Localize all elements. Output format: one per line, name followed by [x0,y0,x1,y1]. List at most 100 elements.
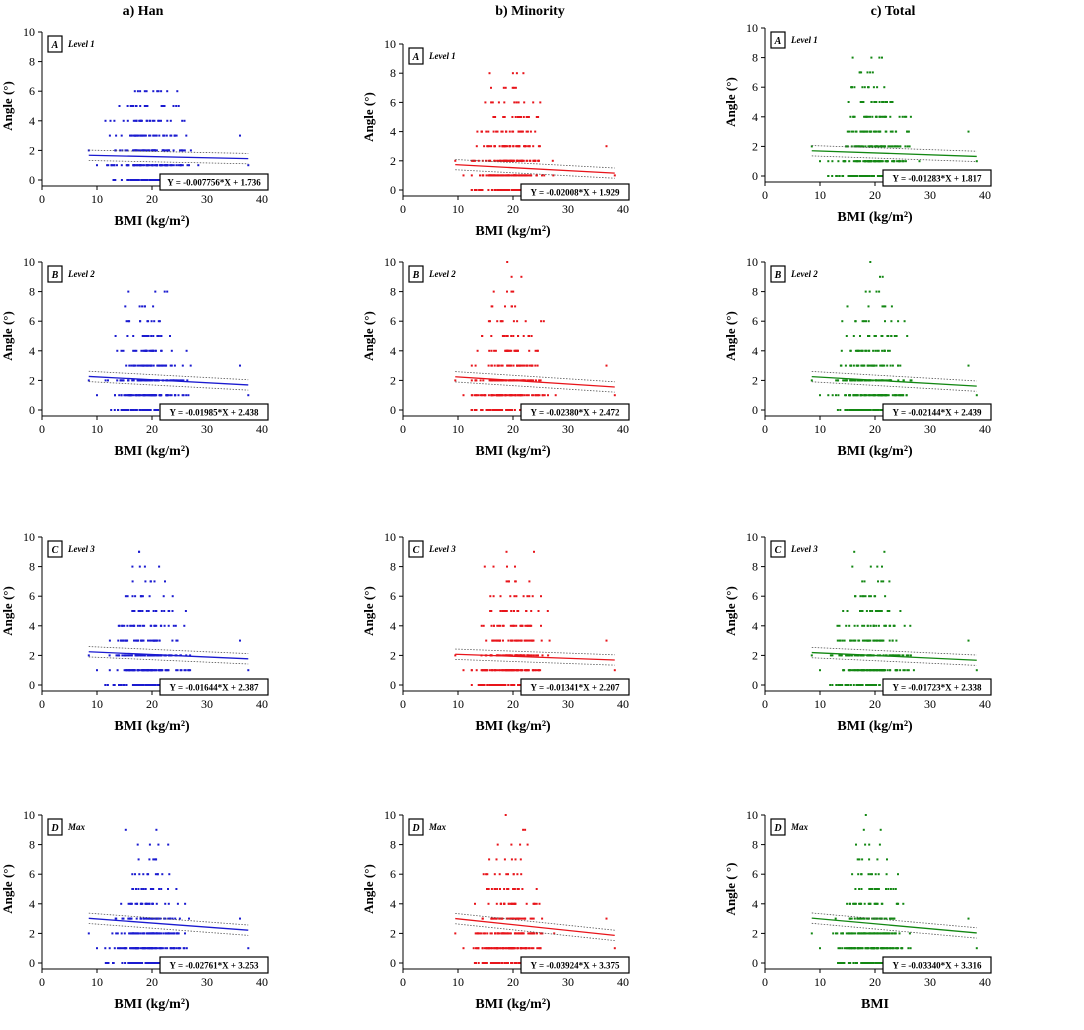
data-point [174,624,177,627]
data-point [878,145,881,148]
data-point [149,580,152,583]
data-point [532,654,535,657]
data-point [906,130,909,133]
data-point [879,409,882,411]
data-point [180,669,183,672]
y-tick-label: 4 [752,897,758,911]
data-point [488,145,491,148]
ci-lower [455,169,615,179]
data-point [188,164,190,167]
data-point [493,394,495,397]
data-point [517,130,520,133]
data-point [519,174,522,177]
data-point [510,639,513,642]
data-point [153,858,156,861]
data-point [516,174,519,177]
data-point [514,174,517,177]
data-point [879,917,882,920]
data-point [858,175,861,177]
data-point [871,610,874,612]
data-point [500,364,503,367]
data-point [875,290,878,293]
data-point [493,159,496,162]
scatter-points [87,90,250,181]
data-point [846,902,849,905]
data-point [161,149,164,152]
data-point [505,580,508,583]
data-point [533,550,535,553]
data-point [870,175,873,177]
data-point [878,290,881,293]
data-point [521,174,524,177]
y-tick-label: 10 [746,21,758,35]
data-point [125,409,128,411]
data-point [513,639,516,642]
data-point [613,174,616,177]
data-point [883,550,886,553]
data-point [116,947,119,950]
data-point [835,932,837,935]
data-point [858,917,861,920]
data-point [124,149,127,152]
data-point [137,379,140,382]
data-point [887,349,889,352]
data-point [163,624,166,627]
regression-line [811,917,977,934]
data-point [859,595,862,598]
data-point [517,394,519,397]
equation-box [882,403,992,421]
data-point [901,115,904,118]
data-point [886,364,889,367]
data-point [837,947,840,950]
data-point [844,160,847,163]
data-point [180,379,183,382]
data-point [858,379,861,382]
data-point [907,669,910,672]
data-point [867,917,870,920]
data-point [819,394,821,397]
data-point [148,595,151,598]
data-point [510,305,513,308]
data-point [150,684,153,686]
data-point [177,105,180,107]
x-tick-label: 0 [400,422,406,436]
data-point [148,409,151,411]
ci-upper [811,912,977,929]
data-point [137,962,140,964]
data-point [880,962,883,964]
data-point [186,379,189,382]
data-point [893,654,896,657]
y-tick-label: 8 [752,51,758,65]
data-point [131,610,134,612]
x-axis-label: BMI (kg/m²) [114,719,190,734]
data-point [169,134,172,137]
data-point [875,409,878,411]
data-point [502,174,505,177]
data-point [865,349,868,352]
data-point [528,580,531,583]
data-point [858,888,861,890]
data-point [515,624,518,627]
x-tick-label: 10 [814,975,826,989]
y-tick-label: 6 [29,84,35,98]
data-point [878,932,881,935]
data-point [140,962,142,964]
data-point [143,90,146,93]
data-point [490,888,493,890]
data-point [829,654,832,657]
data-point [187,394,190,397]
data-point [522,917,525,920]
data-point [496,394,498,397]
data-point [143,947,146,950]
data-point [128,364,131,367]
data-point [850,145,853,148]
data-point [501,364,504,367]
data-point [149,119,152,122]
data-point [139,947,142,950]
x-tick-label: 10 [814,188,826,202]
data-point [495,639,498,642]
data-point [494,349,497,352]
data-point [867,115,869,118]
data-point [189,149,192,152]
